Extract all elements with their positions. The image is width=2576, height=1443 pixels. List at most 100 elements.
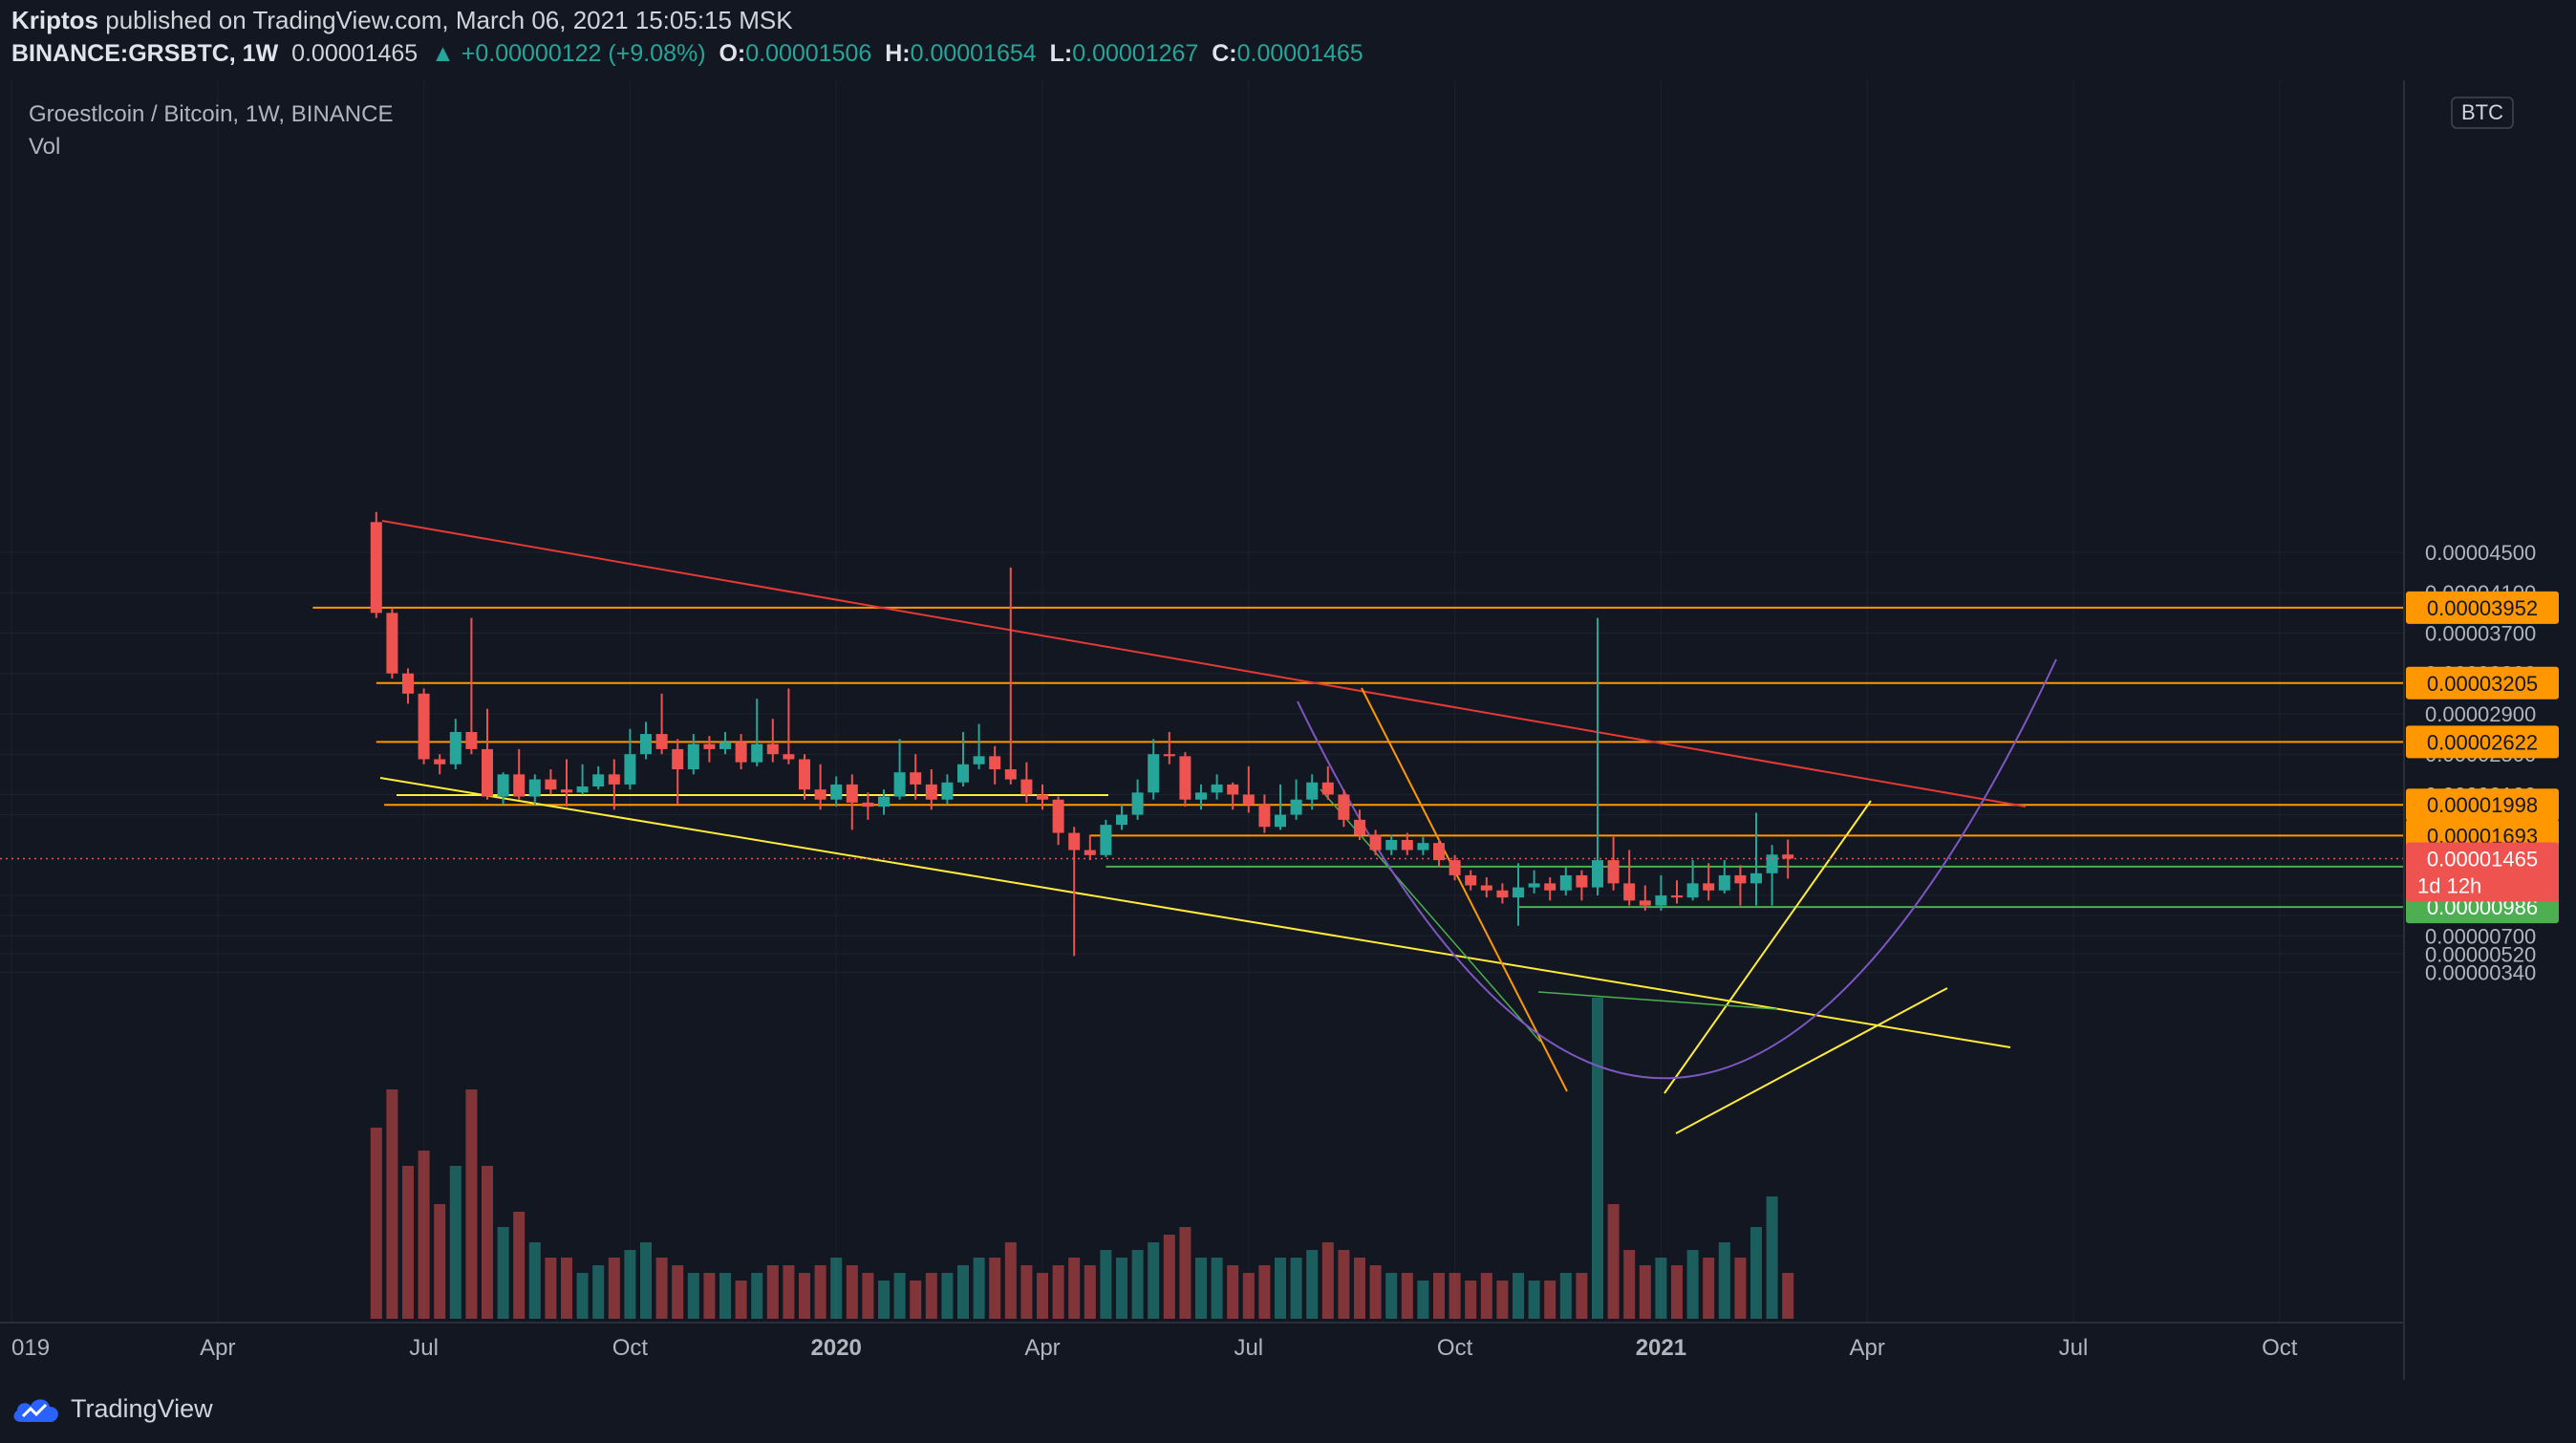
candle-body[interactable] xyxy=(482,748,493,797)
candle-body[interactable] xyxy=(941,782,954,800)
candle-body[interactable] xyxy=(783,754,795,760)
candle-body[interactable] xyxy=(989,756,1001,770)
volume-bar xyxy=(1116,1258,1127,1319)
candle-body[interactable] xyxy=(1639,900,1651,906)
currency-badge[interactable]: BTC xyxy=(2451,97,2514,129)
candle-body[interactable] xyxy=(1242,794,1255,805)
candle-body[interactable] xyxy=(434,759,446,765)
author-name[interactable]: Kriptos xyxy=(11,6,98,34)
candle-body[interactable] xyxy=(957,764,969,783)
candle-body[interactable] xyxy=(1321,782,1334,795)
candle-body[interactable] xyxy=(751,743,763,763)
candle-body[interactable] xyxy=(719,742,731,749)
candle-body[interactable] xyxy=(1052,799,1064,833)
candle-body[interactable] xyxy=(386,613,398,674)
candle-body[interactable] xyxy=(1607,860,1620,884)
candle-body[interactable] xyxy=(497,774,509,797)
candle-body[interactable] xyxy=(640,734,652,755)
candle-body[interactable] xyxy=(1576,874,1588,888)
candle-body[interactable] xyxy=(1131,792,1144,815)
candle-body[interactable] xyxy=(1655,895,1667,906)
candle-body[interactable] xyxy=(465,731,478,749)
volume-bar xyxy=(783,1265,795,1319)
candle-body[interactable] xyxy=(1275,814,1286,828)
candle-body[interactable] xyxy=(1195,792,1207,800)
candle-body[interactable] xyxy=(1004,769,1017,780)
candle-body[interactable] xyxy=(1480,885,1492,891)
candle-body[interactable] xyxy=(545,779,557,790)
candle-body[interactable] xyxy=(402,673,414,694)
candle-body[interactable] xyxy=(1734,874,1747,884)
candle-body[interactable] xyxy=(1369,834,1382,851)
candle-body[interactable] xyxy=(1417,843,1429,851)
candle-body[interactable] xyxy=(1338,794,1350,820)
candle-body[interactable] xyxy=(1449,860,1461,875)
candle-body[interactable] xyxy=(528,779,541,797)
candle-body[interactable] xyxy=(1513,887,1524,898)
candle-body[interactable] xyxy=(1559,874,1572,891)
candle-body[interactable] xyxy=(910,772,922,785)
candle-body[interactable] xyxy=(973,756,985,765)
candle-body[interactable] xyxy=(846,784,858,803)
candle-body[interactable] xyxy=(1686,883,1699,898)
candle-body[interactable] xyxy=(370,522,382,614)
candle-body[interactable] xyxy=(1116,814,1127,826)
candle-body[interactable] xyxy=(1433,843,1445,861)
candle-body[interactable] xyxy=(1179,756,1191,800)
candle-body[interactable] xyxy=(1068,832,1081,851)
candle-body[interactable] xyxy=(1227,784,1239,795)
candle-body[interactable] xyxy=(1163,754,1175,757)
candle-body[interactable] xyxy=(1084,850,1096,855)
candle-body[interactable] xyxy=(893,772,906,797)
candle-body[interactable] xyxy=(1718,874,1730,891)
candle-body[interactable] xyxy=(1496,890,1509,898)
volume-legend[interactable]: Vol xyxy=(29,134,61,160)
candle-body[interactable] xyxy=(672,748,684,770)
candle-body[interactable] xyxy=(608,774,620,785)
candle-body[interactable] xyxy=(925,784,937,800)
candle-body[interactable] xyxy=(814,789,826,800)
candle-body[interactable] xyxy=(1290,799,1302,815)
candle-body[interactable] xyxy=(1401,839,1413,851)
candle-body[interactable] xyxy=(1782,854,1794,859)
candle-body[interactable] xyxy=(1211,784,1223,793)
candle-body[interactable] xyxy=(513,774,526,797)
candle-body[interactable] xyxy=(592,774,605,786)
candle-body[interactable] xyxy=(1306,782,1319,800)
candle-body[interactable] xyxy=(1354,819,1365,835)
candle-body[interactable] xyxy=(1465,874,1477,886)
candle-body[interactable] xyxy=(1766,854,1778,873)
candle-body[interactable] xyxy=(687,743,699,770)
candle-body[interactable] xyxy=(1258,805,1271,828)
candle-body[interactable] xyxy=(735,742,747,763)
candle-body[interactable] xyxy=(799,759,810,790)
candle-body[interactable] xyxy=(576,786,589,793)
candle-body[interactable] xyxy=(878,796,890,808)
candle-body[interactable] xyxy=(655,734,668,749)
candle-body[interactable] xyxy=(1037,794,1048,800)
candle-body[interactable] xyxy=(1544,883,1556,891)
candle-body[interactable] xyxy=(862,802,874,808)
price-tick-label: 0.00000340 xyxy=(2425,960,2536,984)
candle-body[interactable] xyxy=(1671,895,1683,898)
candle-body[interactable] xyxy=(1528,883,1540,888)
candle-body[interactable] xyxy=(449,731,462,765)
candle-body[interactable] xyxy=(830,784,843,800)
candle-body[interactable] xyxy=(1592,860,1603,888)
price-chart[interactable]: 0.000045000.000041000.000037000.00003300… xyxy=(0,80,2576,1380)
legend-title[interactable]: Groestlcoin / Bitcoin, 1W, BINANCE xyxy=(29,101,394,127)
tradingview-logo[interactable]: TradingView xyxy=(11,1393,213,1424)
candle-body[interactable] xyxy=(1100,825,1112,855)
candle-body[interactable] xyxy=(1703,883,1715,891)
candle-body[interactable] xyxy=(1750,872,1762,884)
candle-body[interactable] xyxy=(1020,779,1033,795)
candle-body[interactable] xyxy=(703,743,716,749)
candle-body[interactable] xyxy=(418,693,430,760)
candle-body[interactable] xyxy=(766,743,779,755)
volume-bar xyxy=(1513,1273,1524,1319)
candle-body[interactable] xyxy=(1385,839,1398,851)
candle-body[interactable] xyxy=(624,754,636,785)
candle-body[interactable] xyxy=(1623,883,1636,901)
candle-body[interactable] xyxy=(561,789,572,793)
candle-body[interactable] xyxy=(1148,754,1160,793)
